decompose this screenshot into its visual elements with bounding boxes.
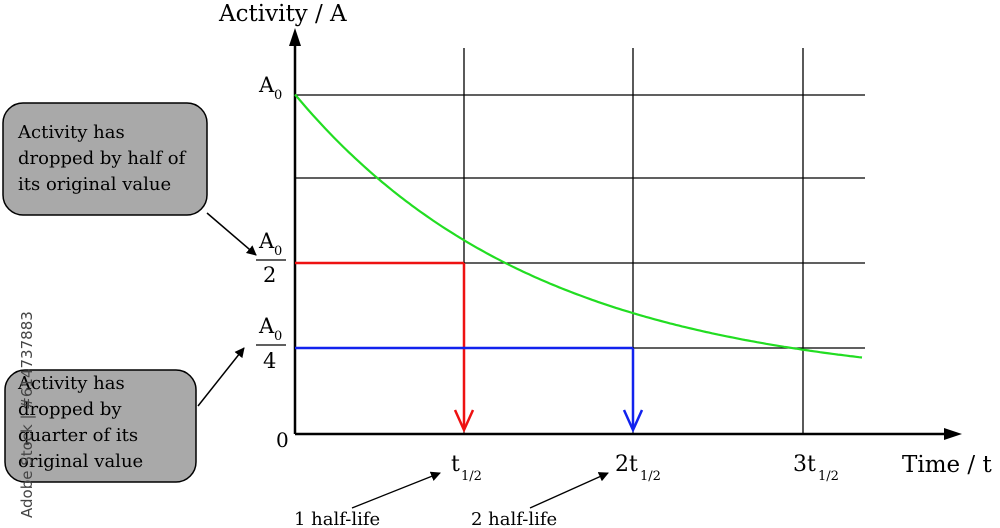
y-tick-half-den: 2	[263, 263, 276, 287]
half-life-1-label: 1 half-life	[294, 509, 380, 528]
callout-half-line-1: Activity has	[17, 122, 125, 143]
callout-half-box	[2, 102, 208, 216]
callout-quarter-line-2: dropped by	[18, 399, 122, 420]
x-tick-t1-main: t	[451, 452, 460, 477]
side-watermark-text: Adobe Stock | #614737883	[18, 311, 36, 518]
callout-quarter-pointer	[197, 347, 245, 407]
y-tick-quarter-num-main: A	[258, 314, 275, 338]
half-life-1-marker	[295, 261, 475, 434]
callout-quarter: Activity has dropped by quarter of its o…	[4, 347, 245, 483]
y-tick-a0-sub: 0	[274, 88, 282, 103]
decay-curve	[294, 93, 863, 359]
origin-label: 0	[276, 428, 289, 452]
callout-half-line-3: its original value	[18, 174, 171, 195]
x-tick-t2-main: 2t	[615, 452, 638, 477]
y-axis-title: Activity / A	[218, 1, 347, 27]
x-tick-t2-sub: 1/2	[640, 469, 661, 484]
y-tick-quarter: A 0 4	[256, 314, 286, 373]
half-life-2-label: 2 half-life	[471, 509, 557, 528]
x-tick-t3-sub: 1/2	[818, 469, 839, 484]
callout-half: Activity has dropped by half of its orig…	[2, 102, 257, 256]
grid	[295, 48, 865, 434]
y-tick-half: A 0 2	[256, 229, 286, 287]
y-tick-quarter-den: 4	[263, 349, 276, 373]
callout-quarter-box	[4, 369, 197, 483]
x-tick-t1: t 1/2	[451, 452, 482, 484]
y-axis-arrowhead	[289, 28, 301, 46]
callout-quarter-line-1: Activity has	[17, 373, 125, 394]
quarter-arrowhead	[622, 409, 644, 434]
y-tick-half-num-sub: 0	[274, 244, 282, 259]
half-life-1-pointer	[351, 471, 441, 509]
y-tick-a0-main: A	[258, 73, 275, 97]
x-tick-t1-sub: 1/2	[461, 469, 482, 484]
x-axis-title: Time / t	[902, 452, 992, 478]
callout-half-line-2: dropped by half of	[18, 148, 187, 169]
y-tick-half-num-main: A	[258, 229, 275, 253]
callout-half-pointer	[206, 212, 257, 256]
half-life-2-marker	[295, 346, 644, 434]
axes	[289, 28, 962, 440]
half-life-2-pointer	[529, 472, 609, 509]
y-tick-a0: A 0	[258, 73, 282, 103]
callout-quarter-line-3: quarter of its	[18, 425, 138, 446]
x-axis-arrowhead	[944, 428, 962, 440]
x-tick-t3: 3t 1/2	[793, 452, 839, 484]
x-tick-t2: 2t 1/2	[615, 452, 661, 484]
x-tick-t3-main: 3t	[793, 452, 816, 477]
callout-quarter-line-4: original value	[18, 451, 143, 472]
y-tick-quarter-num-sub: 0	[274, 329, 282, 344]
half-arrowhead	[453, 409, 475, 434]
